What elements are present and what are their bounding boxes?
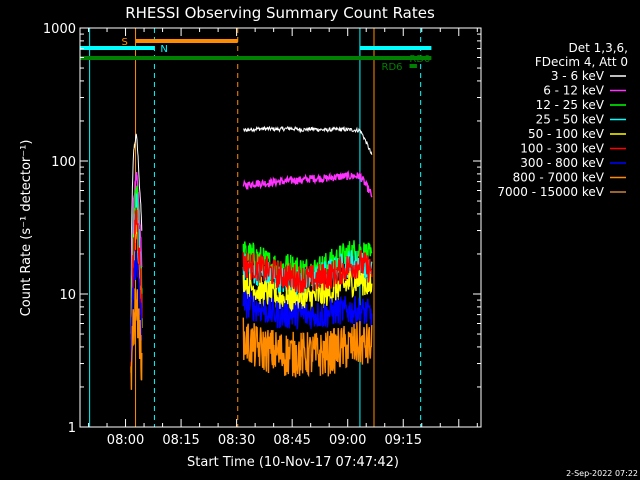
x-tick-label: 08:00 (107, 433, 144, 448)
x-tick-label: 08:15 (162, 433, 199, 448)
series-4-segment-1 (242, 266, 373, 315)
series-1-segment-0 (130, 171, 143, 335)
legend-label-2: 12 - 25 keV (536, 98, 605, 112)
y-tick-label: 10 (59, 288, 76, 303)
series-0-segment-1 (243, 125, 373, 155)
series-0-segment-0 (130, 133, 143, 323)
chart-title: RHESSI Observing Summary Count Rates (125, 4, 435, 22)
legend-label-1: 6 - 12 keV (543, 84, 605, 98)
x-tick-label: 09:15 (385, 433, 422, 448)
x-axis-label: Start Time (10-Nov-17 07:47:42) (187, 455, 399, 470)
legend-label-7: 800 - 7000 keV (513, 171, 605, 185)
series-0 (130, 125, 373, 323)
flag-label-rd0: RD0 (409, 54, 430, 65)
legend-label-5: 100 - 300 keV (520, 142, 604, 156)
series-5-segment-0 (130, 207, 143, 372)
footer-timestamp: 2-Sep-2022 07:22 (566, 469, 638, 478)
y-axis-label: Count Rate (s⁻¹ detector⁻¹) (19, 140, 34, 317)
y-tick-label: 100 (51, 155, 76, 170)
flag-label-s: S (122, 37, 128, 48)
x-tick-label: 09:00 (329, 433, 366, 448)
series-1 (130, 170, 373, 335)
series-5 (130, 207, 373, 372)
series-6 (130, 249, 373, 362)
x-tick-label: 08:45 (273, 433, 310, 448)
series-7-segment-1 (242, 317, 373, 378)
series-5-segment-1 (242, 249, 373, 294)
series-7 (130, 288, 373, 390)
legend-label-8: 7000 - 15000 keV (497, 185, 604, 199)
legend-label-4: 50 - 100 keV (528, 127, 605, 141)
legend-label-0: 3 - 6 keV (551, 69, 605, 83)
legend-label-3: 25 - 50 keV (536, 113, 605, 127)
y-tick-label: 1 (68, 421, 76, 436)
legend-header: Det 1,3,6, (569, 41, 629, 55)
y-tick-label: 1000 (43, 22, 76, 37)
flag-label-rd6: RD6 (382, 62, 403, 73)
series-6-segment-1 (242, 289, 373, 330)
series-1-segment-1 (242, 170, 373, 198)
legend-header: FDecim 4, Att 0 (535, 55, 628, 69)
plot-frame (79, 27, 482, 428)
legend-label-6: 300 - 800 keV (520, 156, 604, 170)
x-tick-label: 08:30 (218, 433, 255, 448)
series-7-segment-0 (130, 288, 143, 390)
flag-label-n: N (160, 44, 167, 55)
series-6-segment-0 (130, 249, 143, 362)
